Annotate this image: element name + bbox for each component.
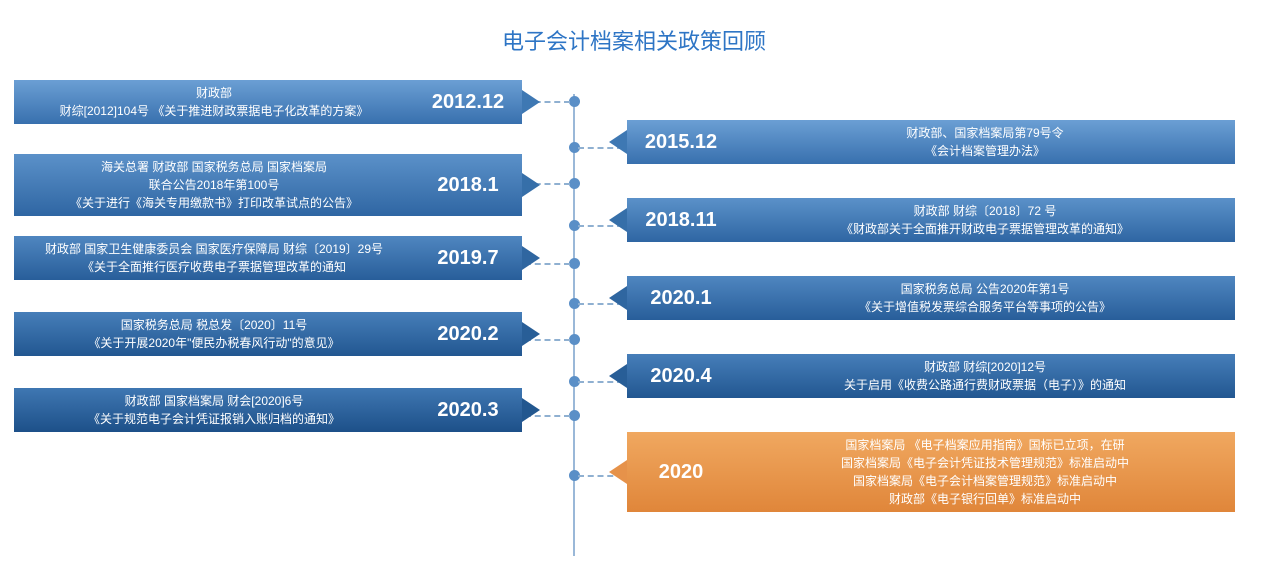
timeline-date: 2012.12 — [414, 80, 522, 124]
timeline-dot — [569, 178, 580, 189]
timeline-content: 海关总署 财政部 国家税务总局 国家档案局联合公告2018年第100号《关于进行… — [14, 154, 414, 216]
timeline-content-line: 《关于规范电子会计凭证报销入账归档的通知》 — [88, 410, 340, 428]
timeline-content: 国家税务总局 公告2020年第1号《关于增值税发票综合服务平台等事项的公告》 — [735, 276, 1235, 320]
timeline-item: 财政部 财综[2020]12号关于启用《收费公路通行费财政票据（电子）》的通知2… — [627, 354, 1235, 398]
timeline-date: 2020 — [627, 432, 735, 512]
timeline-content-line: 国家税务总局 公告2020年第1号 — [901, 280, 1070, 298]
timeline-content-line: 国家税务总局 税总发〔2020〕11号 — [121, 316, 308, 334]
timeline-content-line: 财政部、国家档案局第79号令 — [906, 124, 1063, 142]
timeline-dot — [569, 410, 580, 421]
timeline-content-line: 《关于进行《海关专用缴款书》打印改革试点的公告》 — [70, 194, 358, 212]
timeline-date: 2020.3 — [414, 388, 522, 432]
timeline-arrow — [609, 364, 627, 388]
timeline-content-line: 国家档案局《电子会计档案管理规范》标准启动中 — [853, 472, 1117, 490]
timeline-content-line: 《关于全面推行医疗收费电子票据管理改革的通知 — [82, 258, 346, 276]
timeline-content-line: 财政部《电子银行回单》标准启动中 — [889, 490, 1081, 508]
timeline-arrow — [609, 130, 627, 154]
timeline-date: 2018.1 — [414, 154, 522, 216]
timeline-content-line: 财政部 — [196, 84, 232, 102]
timeline-date: 2018.11 — [627, 198, 735, 242]
timeline-item: 国家税务总局 公告2020年第1号《关于增值税发票综合服务平台等事项的公告》20… — [627, 276, 1235, 320]
timeline-content: 财政部 国家卫生健康委员会 国家医疗保障局 财综〔2019〕29号《关于全面推行… — [14, 236, 414, 280]
timeline-dot — [569, 334, 580, 345]
timeline-content: 财政部 国家档案局 财会[2020]6号《关于规范电子会计凭证报销入账归档的通知… — [14, 388, 414, 432]
timeline-content-line: 国家档案局《电子会计凭证技术管理规范》标准启动中 — [841, 454, 1129, 472]
timeline-content: 财政部 财综[2020]12号关于启用《收费公路通行费财政票据（电子）》的通知 — [735, 354, 1235, 398]
timeline-arrow — [609, 460, 627, 484]
timeline-content-line: 《关于增值税发票综合服务平台等事项的公告》 — [859, 298, 1111, 316]
timeline-content-line: 财政部 财综〔2018〕72 号 — [914, 202, 1057, 220]
timeline-item: 财政部财综[2012]104号 《关于推进财政票据电子化改革的方案》2012.1… — [14, 80, 522, 124]
timeline-content-line: 财政部 国家卫生健康委员会 国家医疗保障局 财综〔2019〕29号 — [45, 240, 383, 258]
timeline-arrow — [609, 286, 627, 310]
timeline-item: 财政部、国家档案局第79号令《会计档案管理办法》2015.12 — [627, 120, 1235, 164]
timeline-arrow — [522, 173, 540, 197]
timeline-content-line: 财综[2012]104号 《关于推进财政票据电子化改革的方案》 — [60, 102, 369, 120]
timeline-item: 财政部 国家档案局 财会[2020]6号《关于规范电子会计凭证报销入账归档的通知… — [14, 388, 522, 432]
timeline-arrow — [522, 246, 540, 270]
timeline-content: 财政部 财综〔2018〕72 号《财政部关于全面推开财政电子票据管理改革的通知》 — [735, 198, 1235, 242]
timeline-content-line: 《会计档案管理办法》 — [925, 142, 1045, 160]
timeline-date: 2020.1 — [627, 276, 735, 320]
timeline-content: 国家税务总局 税总发〔2020〕11号《关于开展2020年"便民办税春风行动"的… — [14, 312, 414, 356]
timeline-arrow — [609, 208, 627, 232]
timeline-date: 2015.12 — [627, 120, 735, 164]
timeline-content-line: 《关于开展2020年"便民办税春风行动"的意见》 — [88, 334, 339, 352]
timeline-dot — [569, 96, 580, 107]
timeline-date: 2019.7 — [414, 236, 522, 280]
timeline-arrow — [522, 322, 540, 346]
timeline-content-line: 国家档案局 《电子档案应用指南》国标已立项，在研 — [845, 436, 1124, 454]
timeline-content-line: 联合公告2018年第100号 — [149, 176, 280, 194]
timeline-content-line: 财政部 国家档案局 财会[2020]6号 — [125, 392, 304, 410]
timeline-content: 财政部、国家档案局第79号令《会计档案管理办法》 — [735, 120, 1235, 164]
timeline-item: 财政部 财综〔2018〕72 号《财政部关于全面推开财政电子票据管理改革的通知》… — [627, 198, 1235, 242]
timeline-date: 2020.4 — [627, 354, 735, 398]
timeline-content-line: 关于启用《收费公路通行费财政票据（电子）》的通知 — [844, 376, 1126, 394]
timeline-item: 海关总署 财政部 国家税务总局 国家档案局联合公告2018年第100号《关于进行… — [14, 154, 522, 216]
timeline-date: 2020.2 — [414, 312, 522, 356]
timeline-content-line: 《财政部关于全面推开财政电子票据管理改革的通知》 — [841, 220, 1129, 238]
timeline-axis — [573, 94, 575, 556]
timeline-item: 财政部 国家卫生健康委员会 国家医疗保障局 财综〔2019〕29号《关于全面推行… — [14, 236, 522, 280]
timeline-arrow — [522, 90, 540, 114]
timeline-content: 国家档案局 《电子档案应用指南》国标已立项，在研国家档案局《电子会计凭证技术管理… — [735, 432, 1235, 512]
timeline-content-line: 海关总署 财政部 国家税务总局 国家档案局 — [101, 158, 327, 176]
timeline-container: 财政部财综[2012]104号 《关于推进财政票据电子化改革的方案》2012.1… — [0, 76, 1268, 556]
timeline-content-line: 财政部 财综[2020]12号 — [924, 358, 1046, 376]
timeline-item: 国家档案局 《电子档案应用指南》国标已立项，在研国家档案局《电子会计凭证技术管理… — [627, 432, 1235, 512]
timeline-arrow — [522, 398, 540, 422]
timeline-dot — [569, 258, 580, 269]
timeline-item: 国家税务总局 税总发〔2020〕11号《关于开展2020年"便民办税春风行动"的… — [14, 312, 522, 356]
timeline-content: 财政部财综[2012]104号 《关于推进财政票据电子化改革的方案》 — [14, 80, 414, 124]
page-title: 电子会计档案相关政策回顾 — [0, 0, 1268, 76]
